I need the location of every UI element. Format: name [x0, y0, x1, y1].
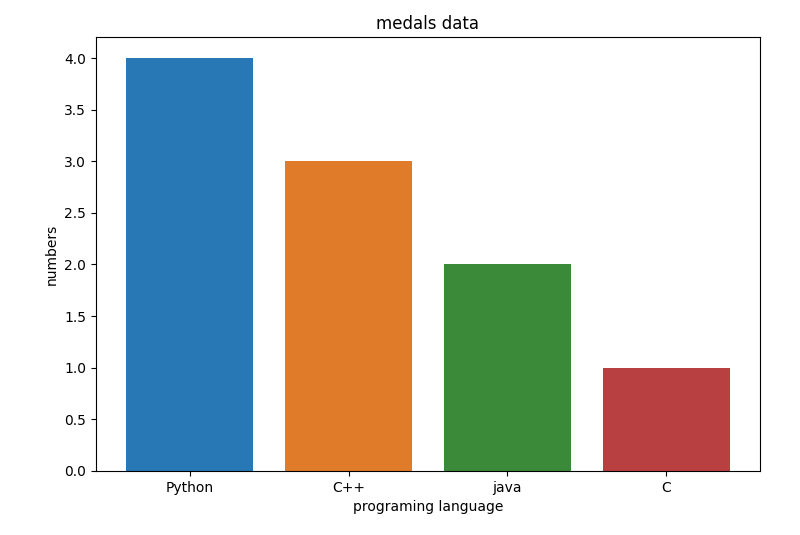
Bar [444, 264, 571, 471]
Bar [602, 368, 730, 471]
Bar [126, 58, 254, 471]
X-axis label: programing language: programing language [353, 500, 503, 514]
Y-axis label: numbers: numbers [45, 224, 58, 285]
Title: medals data: medals data [377, 15, 479, 33]
Bar [285, 161, 412, 471]
